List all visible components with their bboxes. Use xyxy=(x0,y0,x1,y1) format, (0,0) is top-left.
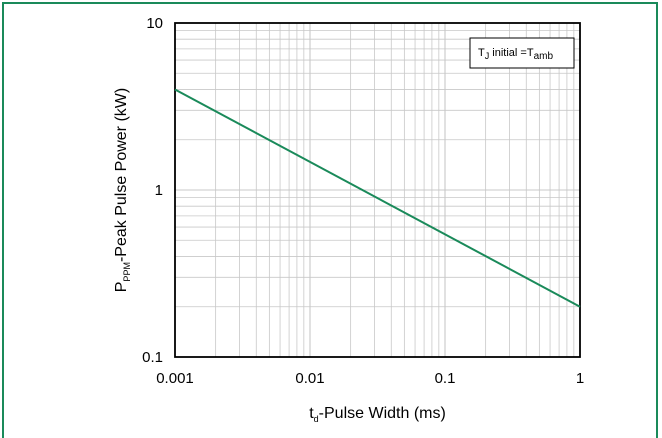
y-axis-title: PPPM-Peak Pulse Power (kW) xyxy=(113,88,132,292)
y-tick-label: 0.1 xyxy=(142,349,163,366)
plot-area xyxy=(174,22,581,358)
x-tick-label: 0.001 xyxy=(156,370,194,387)
y-tick-label: 1 xyxy=(155,182,163,199)
y-tick-label: 10 xyxy=(146,15,163,32)
x-tick-label: 0.1 xyxy=(435,370,456,387)
tick-labels: 0.001 0.01 0.1 1 0.1 1 10 xyxy=(142,15,584,387)
series xyxy=(174,88,581,308)
x-tick-label: 0.01 xyxy=(295,370,324,387)
series-line xyxy=(174,88,581,308)
x-axis-title: td-Pulse Width (ms) xyxy=(309,405,446,424)
x-tick-label: 1 xyxy=(576,370,584,387)
grid xyxy=(175,23,580,357)
annotation-box xyxy=(469,37,575,69)
annotation-text: TJ initial =Tamb xyxy=(478,47,553,62)
